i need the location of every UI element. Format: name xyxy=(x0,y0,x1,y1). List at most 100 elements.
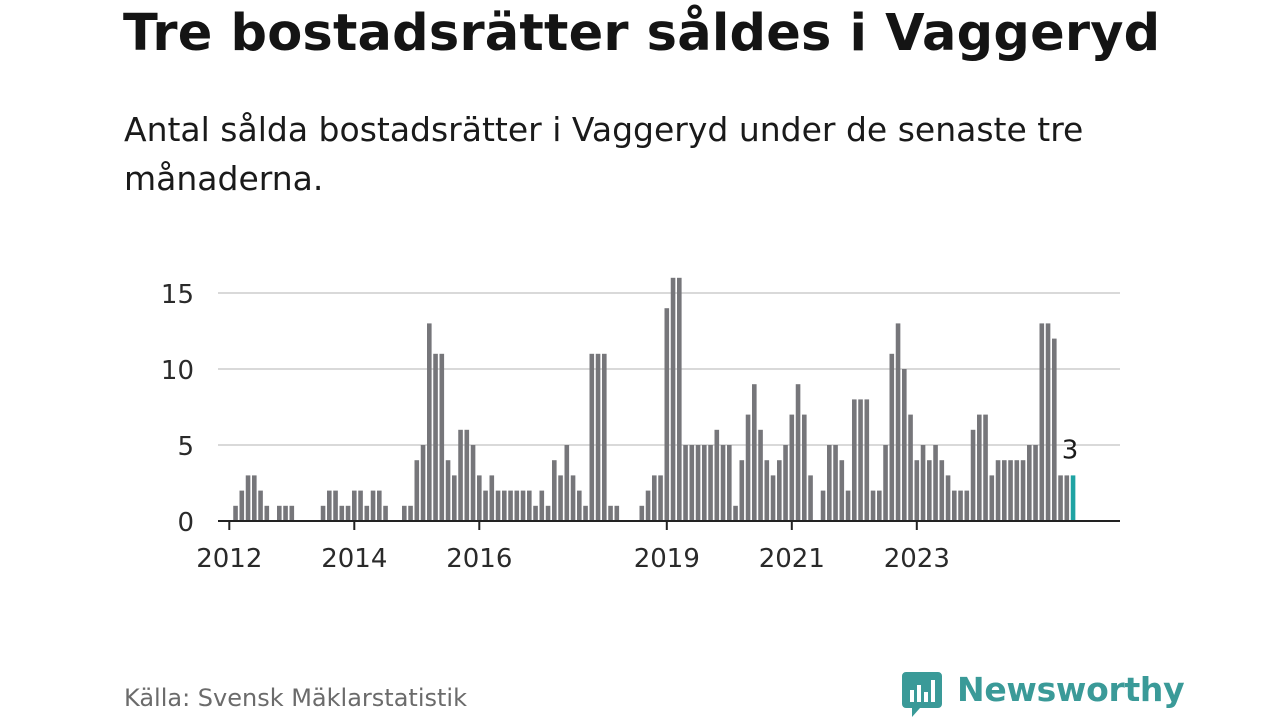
bar xyxy=(1064,475,1070,521)
bar xyxy=(1058,475,1063,521)
bar xyxy=(783,445,788,521)
bar xyxy=(252,475,257,521)
bar xyxy=(433,353,438,521)
bar xyxy=(902,369,907,521)
bar xyxy=(358,490,363,521)
bar xyxy=(877,490,882,521)
bar xyxy=(402,505,407,521)
bar xyxy=(533,505,538,521)
x-tick-label: 2016 xyxy=(446,544,512,574)
bar xyxy=(458,429,463,521)
bar xyxy=(452,475,457,521)
bar xyxy=(289,505,295,521)
bar xyxy=(577,490,582,521)
bar xyxy=(552,460,557,521)
bar xyxy=(970,429,976,521)
newsworthy-logo-icon xyxy=(902,672,942,717)
bar xyxy=(545,505,551,521)
bar xyxy=(1020,460,1026,521)
bar xyxy=(527,490,532,521)
chart-subtitle: Antal sålda bostadsrätter i Vaggeryd und… xyxy=(124,110,1084,198)
bar xyxy=(689,445,695,521)
bar xyxy=(514,490,520,521)
bar xyxy=(383,505,388,521)
bar xyxy=(470,445,476,521)
bar xyxy=(808,475,813,521)
bar xyxy=(852,399,857,521)
bar xyxy=(845,490,851,521)
data-label: 3 xyxy=(1062,435,1079,465)
bar xyxy=(908,414,913,521)
bar xyxy=(352,490,357,521)
chart-title: Tre bostadsrätter såldes i Vaggeryd xyxy=(123,4,1161,63)
bar xyxy=(583,505,588,521)
bar xyxy=(427,323,432,521)
bar xyxy=(883,445,888,521)
bar xyxy=(983,414,988,521)
bar xyxy=(1002,460,1007,521)
bar xyxy=(795,384,801,521)
bar xyxy=(933,445,938,521)
bar xyxy=(245,475,251,521)
bar xyxy=(1027,445,1032,521)
bar xyxy=(914,460,920,521)
source-note: Källa: Svensk Mäklarstatistik xyxy=(124,684,467,712)
bar xyxy=(752,384,757,521)
bar xyxy=(989,475,995,521)
bar xyxy=(708,445,713,521)
bar xyxy=(639,505,645,521)
x-tick-label: 2014 xyxy=(321,544,387,574)
bar xyxy=(1008,460,1013,521)
bar xyxy=(445,460,451,521)
bar xyxy=(339,505,345,521)
bar xyxy=(414,460,420,521)
bar xyxy=(364,505,370,521)
bar xyxy=(508,490,513,521)
bar xyxy=(739,460,745,521)
bar xyxy=(370,490,376,521)
bar xyxy=(945,475,951,521)
bar xyxy=(764,460,770,521)
bar xyxy=(439,353,445,521)
bar xyxy=(670,277,676,521)
bar xyxy=(889,353,895,521)
bar-chart: 0 5 10 15 2012 2014 2016 2019 2021 2023 3 xyxy=(161,277,1120,574)
x-tick-label: 2023 xyxy=(884,544,950,574)
bar xyxy=(1045,323,1051,521)
bar xyxy=(320,505,326,521)
bar xyxy=(683,445,688,521)
x-tick-label: 2021 xyxy=(759,544,825,574)
bar xyxy=(695,445,701,521)
bar xyxy=(264,505,270,521)
bar xyxy=(477,475,482,521)
y-tick-label: 5 xyxy=(177,432,194,462)
bar xyxy=(777,460,782,521)
bar xyxy=(802,414,807,521)
bar xyxy=(964,490,970,521)
bar xyxy=(495,490,501,521)
bar xyxy=(1039,323,1045,521)
bar xyxy=(239,490,245,521)
bar xyxy=(420,445,426,521)
bar xyxy=(789,414,795,521)
brand-name: Newsworthy xyxy=(957,670,1185,709)
bar xyxy=(895,323,901,521)
bar xyxy=(864,399,870,521)
bar xyxy=(702,445,707,521)
bar xyxy=(489,475,495,521)
bar xyxy=(714,429,720,521)
bar xyxy=(327,490,332,521)
bar xyxy=(927,460,932,521)
bar xyxy=(564,445,570,521)
bar xyxy=(939,460,945,521)
bar xyxy=(570,475,576,521)
bar xyxy=(283,505,288,521)
bar xyxy=(1033,445,1038,521)
bar xyxy=(727,445,732,521)
bar xyxy=(664,308,670,521)
bar xyxy=(745,414,751,521)
bar xyxy=(520,490,526,521)
bar xyxy=(333,490,338,521)
bar xyxy=(277,505,282,521)
bar xyxy=(589,353,595,521)
